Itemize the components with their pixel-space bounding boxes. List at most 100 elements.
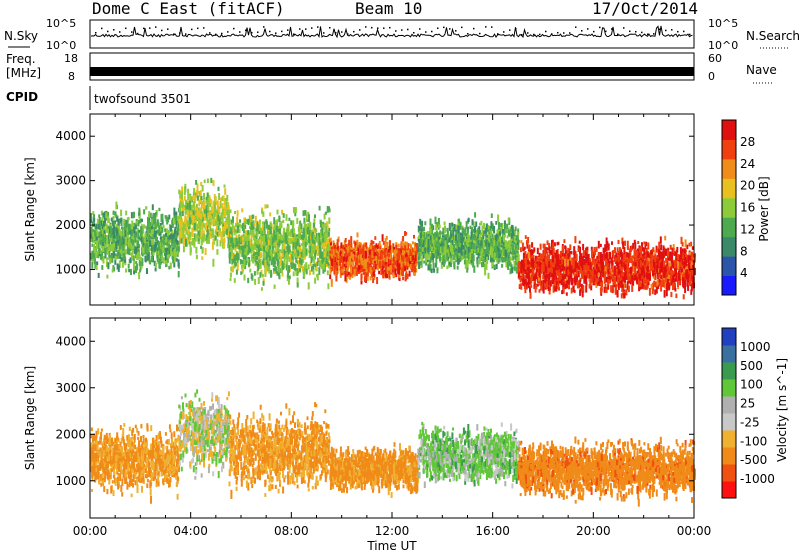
power-cell bbox=[228, 257, 231, 264]
power-cell bbox=[277, 225, 280, 230]
power-cell bbox=[268, 267, 271, 274]
power-cell bbox=[466, 238, 469, 246]
power-cell bbox=[124, 223, 127, 231]
power-cell bbox=[127, 232, 130, 236]
power-cell bbox=[310, 256, 313, 263]
power-cell bbox=[283, 246, 286, 255]
power-cell bbox=[508, 252, 511, 258]
power-cell bbox=[256, 269, 259, 275]
power-cell bbox=[645, 241, 648, 246]
power-cell bbox=[383, 258, 386, 264]
power-cell bbox=[123, 253, 126, 260]
power-cell bbox=[206, 232, 209, 241]
power-cell bbox=[324, 259, 327, 264]
nave-tick-top: 60 bbox=[708, 52, 722, 65]
power-cell bbox=[423, 260, 426, 264]
power-cell bbox=[190, 241, 193, 245]
power-cell bbox=[267, 226, 270, 234]
power-cell bbox=[147, 253, 150, 261]
power-cell bbox=[195, 203, 198, 208]
power-cell bbox=[94, 241, 97, 245]
power-cell bbox=[198, 199, 201, 207]
power-cell bbox=[116, 242, 119, 247]
power-cell bbox=[393, 261, 396, 265]
power-cell bbox=[184, 215, 187, 222]
power-cell bbox=[152, 214, 155, 220]
power-cell bbox=[570, 250, 573, 255]
power-cell bbox=[205, 212, 208, 218]
power-cell bbox=[466, 266, 469, 273]
power-cell bbox=[430, 254, 433, 261]
power-cell bbox=[120, 257, 123, 262]
power-cell bbox=[199, 219, 202, 227]
power-cell bbox=[504, 223, 507, 230]
power-cell bbox=[490, 257, 493, 262]
nsearch-point bbox=[275, 32, 277, 34]
nsearch-point bbox=[245, 29, 247, 32]
power-cell bbox=[192, 201, 195, 208]
power-cell bbox=[480, 220, 483, 226]
power-cell bbox=[435, 249, 437, 254]
power-cell bbox=[165, 236, 168, 243]
power-cell bbox=[210, 215, 213, 222]
power-cell bbox=[396, 260, 399, 268]
nsearch-point bbox=[437, 27, 439, 29]
nsearch-point bbox=[155, 26, 157, 28]
power-cell bbox=[472, 239, 475, 243]
power-cell bbox=[112, 215, 115, 220]
power-cell bbox=[321, 255, 324, 262]
power-cell bbox=[463, 234, 466, 238]
power-cell bbox=[90, 252, 93, 259]
power-cell bbox=[516, 239, 519, 243]
power-cell bbox=[133, 211, 135, 218]
power-cell bbox=[329, 243, 331, 249]
power-cell bbox=[287, 237, 290, 241]
power-cell bbox=[254, 237, 257, 242]
power-cell bbox=[273, 225, 276, 232]
power-cell bbox=[202, 210, 205, 216]
power-cell bbox=[231, 227, 234, 234]
power-cell bbox=[97, 223, 100, 230]
power-cell bbox=[177, 215, 179, 220]
power-cell bbox=[348, 251, 351, 257]
power-cell bbox=[401, 246, 404, 251]
power-cell bbox=[442, 227, 445, 231]
power-cell bbox=[388, 253, 391, 257]
power-cell bbox=[453, 254, 456, 261]
power-cell bbox=[168, 214, 171, 220]
power-cell bbox=[392, 263, 395, 269]
power-cell bbox=[122, 228, 125, 237]
power-cell bbox=[263, 245, 266, 251]
power-cell bbox=[359, 248, 362, 255]
power-cell bbox=[412, 255, 415, 261]
power-cell bbox=[288, 217, 291, 221]
power-cell bbox=[113, 232, 116, 239]
power-cell bbox=[436, 255, 439, 259]
power-cell bbox=[495, 233, 498, 242]
power-cell bbox=[179, 190, 182, 194]
power-cell bbox=[328, 217, 331, 224]
power-cell bbox=[241, 260, 244, 264]
power-cell bbox=[295, 270, 298, 276]
power-cell bbox=[393, 267, 396, 273]
nsearch-point bbox=[593, 30, 595, 33]
power-cell bbox=[235, 269, 238, 275]
power-cell bbox=[319, 260, 321, 268]
power-cell bbox=[170, 225, 173, 230]
power-cell bbox=[529, 292, 532, 299]
power-cell bbox=[342, 244, 345, 251]
power-cell bbox=[435, 230, 438, 235]
power-cell bbox=[512, 253, 515, 257]
power-cell bbox=[315, 245, 318, 252]
power-cell bbox=[450, 232, 453, 239]
power-cell bbox=[464, 232, 467, 237]
power-cell bbox=[236, 237, 239, 242]
power-cell bbox=[276, 219, 279, 223]
power-cell bbox=[138, 207, 141, 214]
power-cell bbox=[313, 234, 316, 240]
power-cell bbox=[137, 222, 140, 227]
power-cell bbox=[253, 243, 256, 250]
power-cell bbox=[427, 264, 430, 271]
power-cell bbox=[258, 259, 261, 264]
power-cell bbox=[252, 252, 255, 257]
